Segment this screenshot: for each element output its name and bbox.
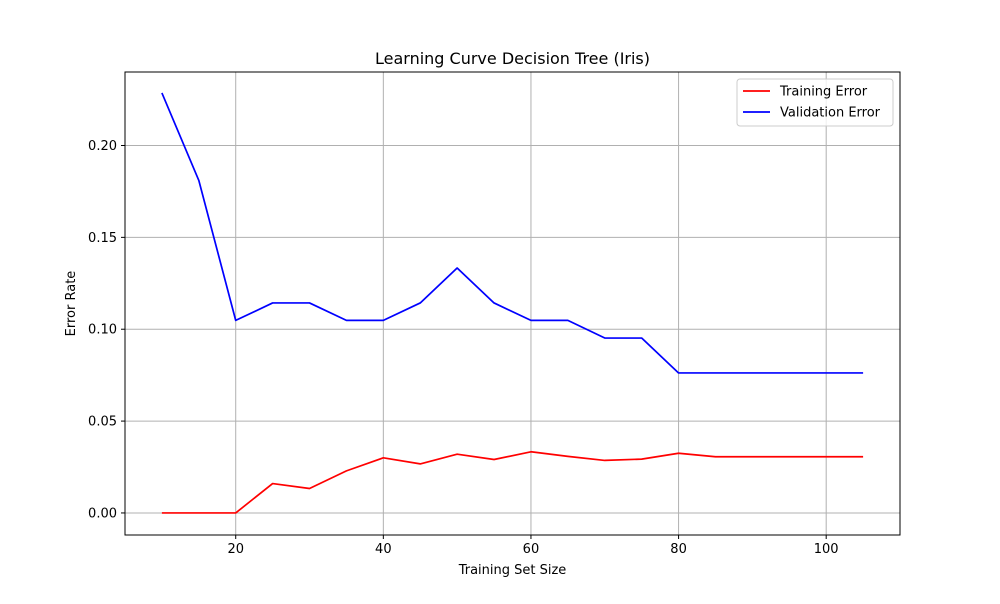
axis-ticks: 20 40 60 80 100 0.00 0.05 0.10 0.15 0.20 [88, 139, 839, 557]
plot-area-frame [124, 71, 901, 536]
y-tick-label: 0.00 [88, 506, 117, 521]
legend: Training Error Validation Error [736, 78, 894, 127]
legend-box [736, 78, 894, 127]
legend-label-validation-error: Validation Error [780, 106, 881, 121]
grid [125, 72, 900, 535]
series-lines [161, 92, 864, 514]
x-tick-label: 80 [670, 542, 687, 557]
y-tick-label: 0.15 [88, 231, 117, 246]
y-tick-label: 0.10 [88, 323, 117, 338]
x-tick-label: 60 [523, 542, 540, 557]
x-tick-label: 40 [375, 542, 392, 557]
series-line-training-error [161, 450, 864, 514]
legend-label-training-error: Training Error [779, 85, 868, 100]
y-axis-label: Error Rate [64, 271, 79, 337]
x-axis-label: Training Set Size [458, 563, 567, 578]
chart-title: Learning Curve Decision Tree (Iris) [375, 49, 650, 68]
y-tick-label: 0.05 [88, 415, 117, 430]
y-tick-label: 0.20 [88, 139, 117, 154]
x-tick-label: 20 [227, 542, 244, 557]
series-line-validation-error [161, 92, 864, 374]
x-tick-label: 100 [814, 542, 839, 557]
